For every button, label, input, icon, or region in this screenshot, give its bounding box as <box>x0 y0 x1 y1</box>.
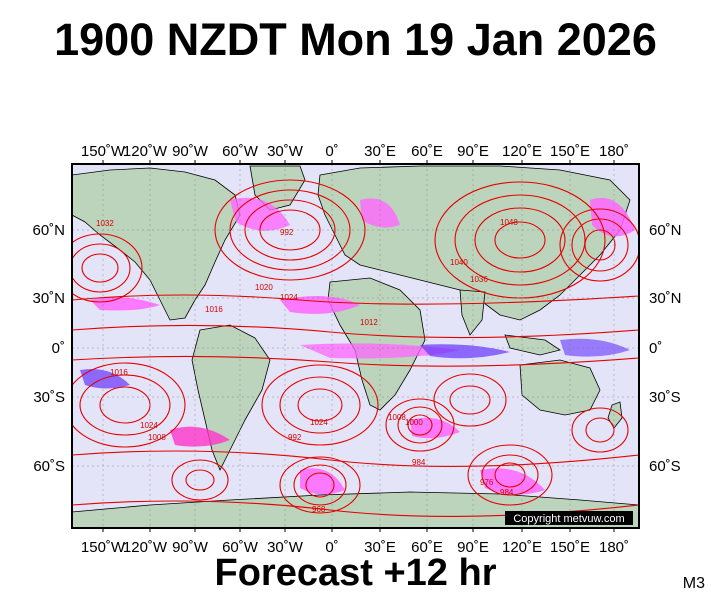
isobar-label: 976 <box>480 478 494 487</box>
lon-label: 180˚ <box>599 539 629 556</box>
copyright-text: Copyright metvuw.com <box>513 513 624 525</box>
land-eurasia <box>317 165 631 321</box>
map-frame <box>71 163 640 529</box>
lon-label: 30˚E <box>364 539 396 556</box>
lat-labels-right: 60˚N 30˚N 0˚ 30˚S 60˚S <box>649 222 682 475</box>
lon-label: 150˚W <box>81 539 126 556</box>
lon-label: 0˚ <box>325 539 338 556</box>
lat-label: 0˚ <box>52 340 65 357</box>
lon-label: 60˚E <box>411 539 443 556</box>
isobar-label: 968 <box>312 505 326 514</box>
lat-label: 60˚S <box>649 458 681 475</box>
lat-labels-left: 60˚N 30˚N 0˚ 30˚S 60˚S <box>32 222 65 475</box>
isobar-label: 992 <box>288 433 302 442</box>
isobar-label: 1036 <box>470 275 488 284</box>
lon-label: 120˚E <box>502 539 542 556</box>
lon-label: 30˚W <box>267 143 304 160</box>
lon-label: 90˚E <box>457 143 489 160</box>
land-indonesia <box>504 334 561 356</box>
lon-label: 60˚W <box>222 539 259 556</box>
lon-label: 90˚W <box>172 539 209 556</box>
precipitation <box>80 197 635 495</box>
lat-label: 30˚N <box>649 290 682 307</box>
lat-label: 0˚ <box>649 340 662 357</box>
lat-label: 30˚N <box>32 290 65 307</box>
isobar-label: 1008 <box>148 433 166 442</box>
isobar-label: 1008 <box>388 413 406 422</box>
lon-label: 150˚W <box>81 143 126 160</box>
isobar-label: 1040 <box>450 258 468 267</box>
lon-label: 120˚E <box>502 143 542 160</box>
isobar-label: 1024 <box>280 293 298 302</box>
isobar-label: 984 <box>500 488 514 497</box>
land-greenland <box>249 165 306 211</box>
lon-label: 30˚E <box>364 143 396 160</box>
lon-label: 150˚E <box>550 539 590 556</box>
isobar-label: 1016 <box>205 305 223 314</box>
isobar-label: 1032 <box>96 219 114 228</box>
isobar-label: 1024 <box>310 418 328 427</box>
lon-label: 180˚ <box>599 143 629 160</box>
lon-label: 90˚E <box>457 539 489 556</box>
isobar-label: 992 <box>280 228 294 237</box>
isobar-label: 984 <box>412 458 426 467</box>
lon-labels-top: 150˚W 120˚W 90˚W 60˚W 30˚W 0˚ 30˚E 60˚E … <box>81 143 629 160</box>
lon-labels-bottom: 150˚W 120˚W 90˚W 60˚W 30˚W 0˚ 30˚E 60˚E … <box>81 539 629 556</box>
isobar-label: 1000 <box>405 418 423 427</box>
lat-label: 60˚S <box>33 458 65 475</box>
lon-label: 30˚W <box>267 539 304 556</box>
lon-label: 150˚E <box>550 143 590 160</box>
land-new-zealand <box>607 401 623 429</box>
lon-label: 60˚E <box>411 143 443 160</box>
isobars <box>72 179 639 517</box>
model-label: M3 <box>682 575 705 592</box>
isobar-label: 1016 <box>110 368 128 377</box>
isobar-label: 1020 <box>255 283 273 292</box>
lat-label: 60˚N <box>32 222 65 239</box>
lat-label: 30˚S <box>33 389 65 406</box>
lon-label: 120˚W <box>123 539 168 556</box>
copyright-box <box>505 511 633 525</box>
lat-label: 60˚N <box>649 222 682 239</box>
lon-label: 0˚ <box>325 143 338 160</box>
lon-label: 90˚W <box>172 143 209 160</box>
isobar-label: 1024 <box>140 421 158 430</box>
lon-label: 120˚W <box>123 143 168 160</box>
tick-marks <box>102 160 615 532</box>
lon-label: 60˚W <box>222 143 259 160</box>
forecast-label: Forecast +12 hr <box>214 552 497 594</box>
graticule <box>72 164 639 528</box>
isobar-label: 1012 <box>360 318 378 327</box>
isobar-label: 1048 <box>500 218 518 227</box>
isobar-labels: 1032 1024 1016 992 1020 1040 1048 1036 1… <box>96 218 518 514</box>
lat-label: 30˚S <box>649 389 681 406</box>
page-title: 1900 NZDT Mon 19 Jan 2026 <box>54 14 657 65</box>
